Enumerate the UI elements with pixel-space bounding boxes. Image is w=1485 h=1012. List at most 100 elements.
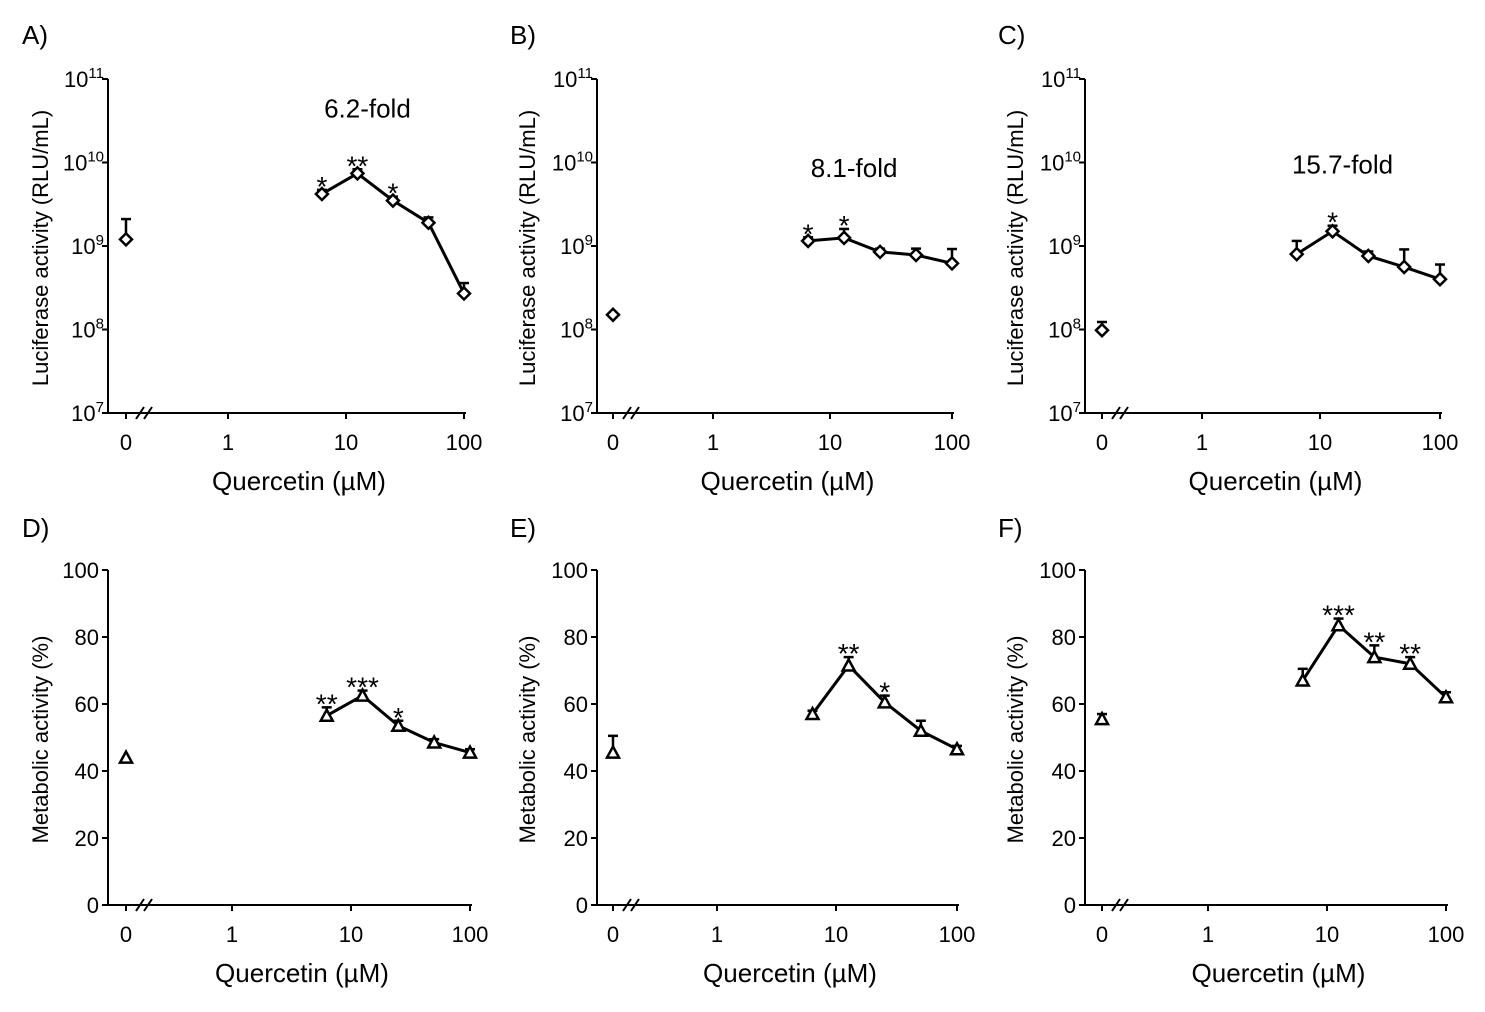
- data-point: [354, 687, 371, 702]
- y-tick-label: 80: [1052, 625, 1076, 650]
- significance-mark: *: [388, 178, 399, 209]
- panel-label: F): [998, 513, 1023, 543]
- control-point: [604, 743, 622, 759]
- significance-mark: **: [1399, 638, 1421, 669]
- data-point: [314, 186, 330, 202]
- fold-change-annotation: 6.2-fold: [324, 93, 411, 123]
- y-axis-label: Luciferase activity (RLU/mL): [1003, 110, 1028, 386]
- data-point: [948, 740, 966, 756]
- x-axis-label: Quercetin (µM): [1189, 466, 1363, 496]
- panel-e: E) 0 20 40 60 80 100 0 1 10 100 Quercetin (µM) Metab…: [510, 513, 975, 988]
- axis-break-mark: [630, 898, 640, 912]
- control-point: [117, 748, 135, 764]
- y-tick-label: 109: [560, 232, 593, 259]
- data-point: [456, 285, 472, 302]
- control-point: [605, 307, 621, 323]
- y-tick-label: 1010: [552, 149, 593, 176]
- x-tick-label: 1: [222, 430, 234, 455]
- data-point: [908, 247, 924, 263]
- y-axis-label: Metabolic activity (%): [515, 636, 540, 844]
- axis-break-mark: [1119, 898, 1129, 912]
- data-point: [1294, 671, 1311, 687]
- significance-mark: *: [1327, 207, 1338, 238]
- data-point: [800, 233, 816, 249]
- data-point: [390, 717, 407, 733]
- panel-d: D) 0 20 40 60 80 100 0 1 10 100 Quercetin (µM) Metab…: [22, 513, 488, 988]
- axis-break-mark: [143, 406, 153, 420]
- x-axis-label: Quercetin (µM): [212, 466, 386, 496]
- y-tick-label: 108: [1048, 316, 1081, 343]
- y-axis-label: Luciferase activity (RLU/mL): [28, 110, 53, 386]
- y-tick-label: 109: [71, 232, 104, 259]
- x-tick-label: 1: [1196, 430, 1208, 455]
- axis-break-mark: [135, 898, 145, 912]
- y-tick-label: 40: [564, 759, 588, 784]
- y-tick-label: 108: [560, 316, 593, 343]
- axis-break-mark: [135, 406, 145, 420]
- axis-break-mark: [630, 406, 640, 420]
- y-tick-label: 1011: [64, 65, 104, 92]
- y-tick-label: 40: [75, 759, 99, 784]
- y-tick-label: 100: [1039, 558, 1076, 583]
- data-point: [836, 230, 852, 246]
- x-tick-label: 100: [939, 922, 976, 947]
- data-point: [318, 707, 335, 722]
- significance-mark: *: [316, 171, 327, 202]
- x-tick-label: 10: [1315, 922, 1339, 947]
- significance-mark: *: [803, 218, 814, 249]
- control-point: [118, 231, 134, 248]
- x-tick-label: 0: [120, 922, 132, 947]
- x-tick-label: 100: [446, 430, 483, 455]
- y-tick-label: 60: [1052, 692, 1076, 717]
- x-tick-label: 100: [934, 430, 971, 455]
- axis-break-mark: [143, 898, 153, 912]
- x-tick-label: 10: [818, 430, 842, 455]
- significance-mark: *: [879, 677, 890, 708]
- significance-mark: **: [347, 150, 369, 181]
- data-point: [420, 214, 437, 231]
- data-point: [426, 733, 443, 749]
- data-point: [872, 244, 888, 260]
- y-tick-label: 40: [1052, 759, 1076, 784]
- significance-mark: *: [839, 210, 850, 241]
- y-tick-label: 80: [75, 625, 99, 650]
- x-axis-label: Quercetin (µM): [701, 466, 875, 496]
- significance-mark: *: [393, 702, 404, 733]
- y-tick-label: 107: [560, 399, 593, 426]
- significance-mark: ***: [346, 672, 379, 703]
- data-point: [912, 722, 929, 738]
- axis-break-mark: [622, 898, 632, 912]
- y-tick-label: 1010: [1040, 149, 1081, 176]
- significance-mark: **: [316, 688, 338, 719]
- y-axis-label: Luciferase activity (RLU/mL): [515, 110, 540, 386]
- axis-break-mark: [1119, 406, 1129, 420]
- y-tick-label: 108: [71, 316, 104, 343]
- control-point: [1094, 322, 1110, 339]
- y-tick-label: 109: [1048, 232, 1081, 259]
- data-point: [876, 693, 893, 709]
- data-point: [385, 192, 401, 209]
- data-point: [804, 705, 821, 721]
- fold-change-annotation: 8.1-fold: [811, 153, 898, 183]
- data-point: [1402, 655, 1419, 671]
- significance-mark: ***: [1322, 600, 1355, 631]
- significance-mark: **: [838, 638, 860, 669]
- x-tick-label: 100: [1428, 922, 1465, 947]
- panel-label: C): [998, 20, 1025, 50]
- x-tick-label: 10: [1308, 430, 1332, 455]
- y-tick-label: 20: [75, 826, 99, 851]
- data-point: [840, 656, 857, 672]
- panel-label: E): [510, 513, 536, 543]
- y-tick-label: 20: [564, 826, 588, 851]
- data-point: [1288, 246, 1305, 262]
- y-tick-label: 0: [87, 893, 99, 918]
- data-point: [1324, 223, 1341, 240]
- y-axis-label: Metabolic activity (%): [1003, 636, 1028, 844]
- x-tick-label: 0: [120, 430, 132, 455]
- data-point: [1366, 648, 1383, 664]
- x-tick-label: 1: [226, 922, 238, 947]
- x-axis-label: Quercetin (µM): [703, 958, 877, 988]
